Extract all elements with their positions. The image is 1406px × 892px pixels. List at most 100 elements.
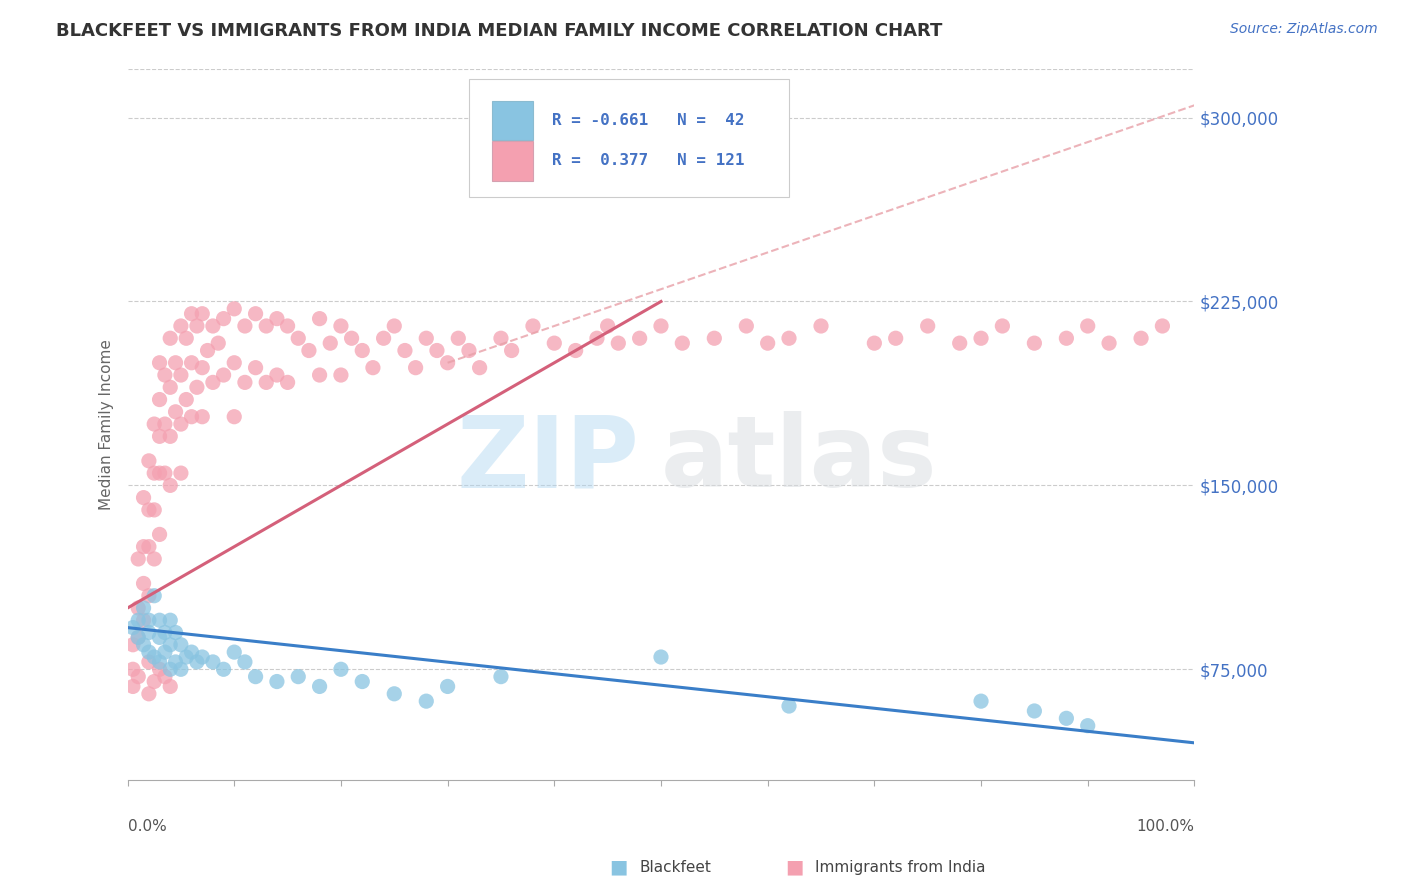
Point <box>949 336 972 351</box>
Point <box>266 311 288 326</box>
Point <box>127 631 149 645</box>
Text: 100.0%: 100.0% <box>1136 819 1195 834</box>
Point <box>1152 318 1174 333</box>
Text: Immigrants from India: Immigrants from India <box>815 860 986 874</box>
Point <box>778 699 800 714</box>
Point <box>132 491 155 505</box>
Point <box>170 368 193 382</box>
Point <box>138 613 160 627</box>
Point <box>180 356 202 370</box>
Point <box>415 331 437 345</box>
Point <box>148 655 170 669</box>
Point <box>458 343 481 358</box>
Point <box>197 343 219 358</box>
Point <box>254 318 277 333</box>
Point <box>1024 704 1046 718</box>
Text: Blackfeet: Blackfeet <box>640 860 711 874</box>
Point <box>352 674 374 689</box>
Point <box>308 311 330 326</box>
Point <box>201 655 224 669</box>
Point <box>191 307 214 321</box>
Text: ■: ■ <box>609 857 628 877</box>
Point <box>122 638 145 652</box>
Point <box>153 645 176 659</box>
Point <box>426 343 449 358</box>
Point <box>138 454 160 468</box>
Point <box>138 645 160 659</box>
Point <box>138 655 160 669</box>
Point <box>201 376 224 390</box>
Point <box>191 650 214 665</box>
Point <box>778 331 800 345</box>
Point <box>180 409 202 424</box>
Point <box>165 356 187 370</box>
Point <box>132 638 155 652</box>
Point <box>329 318 352 333</box>
Point <box>207 336 229 351</box>
Point <box>148 527 170 541</box>
Point <box>122 680 145 694</box>
Point <box>884 331 907 345</box>
Text: atlas: atlas <box>661 411 938 508</box>
Point <box>143 552 166 566</box>
Point <box>148 356 170 370</box>
Point <box>159 638 181 652</box>
Point <box>735 318 758 333</box>
Point <box>1077 318 1099 333</box>
Point <box>180 645 202 659</box>
Point <box>148 631 170 645</box>
Point <box>143 589 166 603</box>
Point <box>148 662 170 676</box>
Text: BLACKFEET VS IMMIGRANTS FROM INDIA MEDIAN FAMILY INCOME CORRELATION CHART: BLACKFEET VS IMMIGRANTS FROM INDIA MEDIA… <box>56 22 942 40</box>
Point <box>143 503 166 517</box>
Point <box>138 625 160 640</box>
Point <box>143 674 166 689</box>
Point <box>245 307 267 321</box>
Point <box>191 409 214 424</box>
Point <box>405 360 427 375</box>
Point <box>266 368 288 382</box>
Point <box>329 368 352 382</box>
Point <box>143 417 166 431</box>
Point <box>127 631 149 645</box>
Text: ZIP: ZIP <box>457 411 640 508</box>
Point <box>170 662 193 676</box>
Point <box>991 318 1014 333</box>
Point <box>489 670 512 684</box>
Point <box>143 466 166 480</box>
Point <box>174 331 197 345</box>
Bar <box>492 101 533 140</box>
Point <box>436 680 458 694</box>
Point <box>153 466 176 480</box>
Point <box>245 670 267 684</box>
Point <box>650 318 672 333</box>
Point <box>340 331 363 345</box>
Point <box>287 670 309 684</box>
Bar <box>492 142 533 180</box>
Point <box>596 318 619 333</box>
Text: R =  0.377   N = 121: R = 0.377 N = 121 <box>553 153 745 169</box>
Point <box>153 417 176 431</box>
Point <box>233 318 256 333</box>
Point <box>153 625 176 640</box>
Point <box>917 318 939 333</box>
Point <box>159 380 181 394</box>
Text: ■: ■ <box>785 857 804 877</box>
Point <box>1098 336 1121 351</box>
Point <box>186 380 208 394</box>
Point <box>382 318 405 333</box>
Point <box>586 331 609 345</box>
Point <box>132 576 155 591</box>
Point <box>245 360 267 375</box>
Point <box>543 336 565 351</box>
Point <box>298 343 321 358</box>
Point <box>436 356 458 370</box>
Point <box>970 694 993 708</box>
Point <box>148 613 170 627</box>
Point <box>170 638 193 652</box>
Point <box>212 662 235 676</box>
Point <box>863 336 886 351</box>
Point <box>165 625 187 640</box>
Point <box>201 318 224 333</box>
Point <box>415 694 437 708</box>
